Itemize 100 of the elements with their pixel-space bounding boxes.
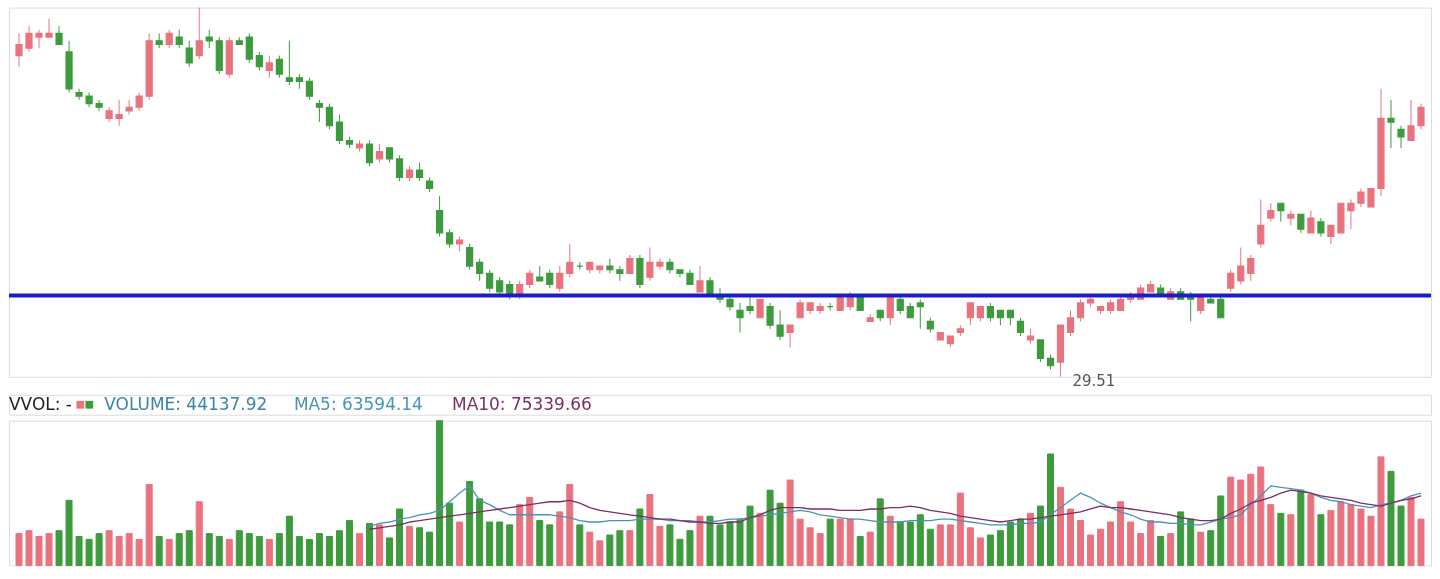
candlestick bbox=[245, 32, 253, 64]
bar bbox=[1317, 514, 1325, 566]
annotation: 29.51 bbox=[1072, 371, 1116, 390]
candlestick bbox=[1297, 213, 1305, 234]
bar bbox=[706, 515, 714, 566]
legend-label: VOLUME: 44137.92 bbox=[104, 393, 268, 414]
bar bbox=[816, 533, 824, 566]
bar bbox=[616, 530, 624, 566]
candlestick bbox=[1237, 247, 1245, 285]
bar bbox=[285, 515, 293, 566]
bar bbox=[1297, 489, 1305, 566]
candlestick bbox=[816, 302, 824, 315]
candlestick bbox=[766, 302, 774, 330]
candlestick bbox=[1016, 317, 1025, 337]
bar bbox=[255, 535, 263, 566]
candlestick bbox=[436, 195, 444, 237]
bar bbox=[886, 515, 894, 566]
candlestick bbox=[1397, 125, 1405, 149]
bar bbox=[1067, 508, 1074, 566]
bar bbox=[516, 504, 524, 566]
candlestick bbox=[1066, 309, 1075, 337]
bar bbox=[1417, 518, 1425, 566]
bar bbox=[956, 492, 964, 566]
bar bbox=[335, 530, 343, 566]
bar bbox=[1057, 486, 1064, 566]
text: MA10: 75339.66 bbox=[452, 393, 592, 414]
bar bbox=[376, 524, 383, 566]
bar bbox=[826, 518, 834, 566]
bar bbox=[1097, 528, 1105, 566]
candlestick bbox=[15, 32, 23, 68]
bar bbox=[856, 535, 864, 566]
candlestick bbox=[1417, 103, 1425, 130]
bar bbox=[636, 508, 644, 566]
bar bbox=[185, 530, 193, 566]
bar bbox=[386, 537, 394, 566]
bar bbox=[1337, 501, 1345, 566]
candlestick bbox=[1036, 339, 1045, 363]
bar bbox=[1167, 533, 1175, 566]
candlestick bbox=[195, 7, 203, 60]
bar bbox=[25, 530, 33, 566]
bar bbox=[696, 515, 704, 566]
bar bbox=[936, 524, 944, 566]
bar bbox=[1177, 511, 1185, 566]
candlestick bbox=[1307, 210, 1315, 234]
bar bbox=[396, 508, 404, 566]
candlestick bbox=[556, 265, 564, 293]
bar bbox=[506, 524, 514, 566]
bar bbox=[1367, 515, 1375, 566]
bar bbox=[586, 531, 594, 566]
candlestick bbox=[415, 162, 424, 182]
bar bbox=[406, 525, 414, 566]
bar bbox=[245, 533, 253, 566]
candlestick bbox=[95, 99, 103, 112]
bar bbox=[265, 538, 273, 566]
bar bbox=[125, 533, 133, 566]
bar bbox=[1046, 453, 1054, 566]
bar bbox=[1347, 504, 1355, 566]
bar bbox=[416, 527, 424, 566]
bar bbox=[726, 521, 734, 566]
candlestick bbox=[55, 25, 63, 46]
bar bbox=[215, 535, 223, 566]
bar bbox=[446, 502, 454, 566]
bar bbox=[1377, 456, 1385, 566]
bar bbox=[736, 518, 744, 566]
bar bbox=[205, 533, 213, 566]
bar bbox=[65, 499, 73, 566]
candlestick bbox=[566, 243, 574, 278]
candlestick bbox=[526, 269, 534, 289]
bar bbox=[95, 533, 103, 566]
bar bbox=[1307, 494, 1315, 566]
bar bbox=[1197, 531, 1205, 566]
candlestick bbox=[626, 254, 634, 275]
candlestick bbox=[1407, 99, 1415, 142]
candlestick bbox=[1277, 202, 1285, 223]
bar bbox=[1157, 535, 1165, 566]
candlestick bbox=[315, 99, 324, 123]
bar bbox=[946, 524, 954, 566]
candlestick bbox=[165, 29, 173, 49]
candlestick bbox=[466, 243, 474, 271]
bar bbox=[496, 521, 504, 566]
bar bbox=[536, 520, 544, 566]
bar bbox=[1036, 505, 1044, 566]
candlestick bbox=[1357, 188, 1365, 208]
candlestick bbox=[45, 18, 53, 38]
candlestick bbox=[1387, 99, 1395, 149]
candlestick bbox=[305, 77, 313, 101]
bar bbox=[15, 533, 23, 566]
bar bbox=[596, 540, 604, 566]
candlestick bbox=[75, 88, 83, 101]
bar bbox=[1127, 521, 1135, 566]
bar bbox=[836, 518, 844, 566]
bar bbox=[1217, 495, 1225, 566]
candlestick bbox=[335, 114, 344, 145]
bar bbox=[1087, 534, 1095, 566]
candlestick bbox=[696, 265, 704, 293]
bar bbox=[105, 530, 113, 566]
bar bbox=[165, 538, 173, 566]
bar bbox=[235, 530, 243, 566]
candlestick bbox=[1227, 269, 1235, 293]
candlestick bbox=[35, 29, 43, 49]
